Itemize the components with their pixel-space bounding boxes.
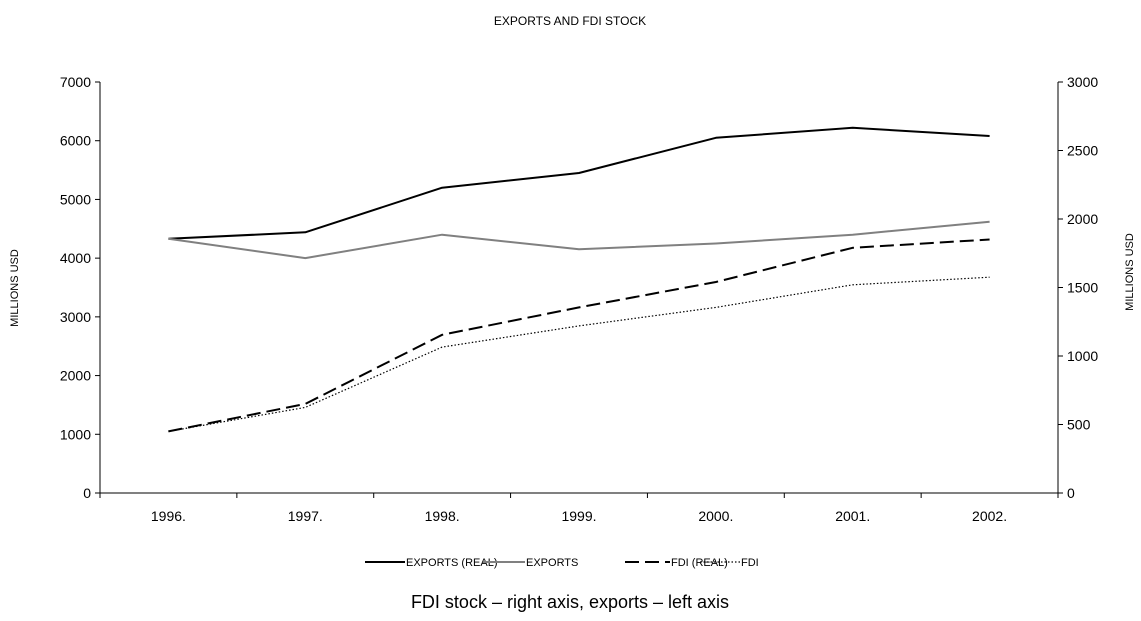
x-tick-label: 1996. bbox=[151, 508, 186, 524]
legend: EXPORTS (REAL) EXPORTS FDI (REAL) FDI bbox=[365, 557, 759, 569]
left-tick-label: 5000 bbox=[60, 191, 91, 207]
series-line-fdi-real bbox=[168, 238, 990, 433]
right-axis-ticks: 0 500 1000 1500 2000 2500 3000 bbox=[1058, 74, 1098, 501]
plot-area bbox=[99, 82, 1059, 494]
right-tick-label: 2000 bbox=[1067, 211, 1098, 227]
left-axis-ticks: 0 1000 2000 3000 4000 5000 6000 7000 bbox=[60, 74, 100, 501]
right-tick-label: 3000 bbox=[1067, 74, 1098, 90]
legend-label: FDI (REAL) bbox=[671, 557, 728, 569]
chart-caption: FDI stock – right axis, exports – left a… bbox=[411, 592, 729, 612]
x-tick-label: 1999. bbox=[561, 508, 596, 524]
right-tick-label: 1000 bbox=[1067, 348, 1098, 364]
series-lines bbox=[168, 126, 990, 433]
left-tick-label: 6000 bbox=[60, 133, 91, 149]
chart-title: EXPORTS AND FDI STOCK bbox=[494, 14, 646, 28]
legend-label: EXPORTS (REAL) bbox=[406, 557, 498, 569]
right-axis-label: MILLIONS USD bbox=[1124, 233, 1136, 311]
x-tick-label: 2001. bbox=[835, 508, 870, 524]
left-tick-label: 3000 bbox=[60, 309, 91, 325]
right-tick-label: 2500 bbox=[1067, 143, 1098, 159]
right-tick-label: 0 bbox=[1067, 485, 1075, 501]
legend-label: EXPORTS bbox=[526, 557, 578, 569]
left-tick-label: 2000 bbox=[60, 368, 91, 384]
series-line-exports bbox=[168, 220, 990, 260]
left-axis-label: MILLIONS USD bbox=[9, 249, 21, 327]
left-tick-label: 0 bbox=[83, 485, 91, 501]
left-tick-label: 7000 bbox=[60, 74, 91, 90]
left-tick-label: 4000 bbox=[60, 250, 91, 266]
legend-label: FDI bbox=[741, 557, 759, 569]
x-tick-label: 1998. bbox=[425, 508, 460, 524]
x-tick-label: 2000. bbox=[698, 508, 733, 524]
series-line-fdi bbox=[168, 276, 990, 432]
left-tick-label: 1000 bbox=[60, 426, 91, 442]
right-tick-label: 500 bbox=[1067, 417, 1091, 433]
x-tick-label: 1997. bbox=[288, 508, 323, 524]
series-line-exports-real bbox=[168, 126, 990, 240]
x-tick-label: 2002. bbox=[972, 508, 1007, 524]
x-axis-ticks: 1996. 1997. 1998. 1999. 2000. 2001. 2002. bbox=[99, 493, 1059, 524]
right-tick-label: 1500 bbox=[1067, 280, 1098, 296]
